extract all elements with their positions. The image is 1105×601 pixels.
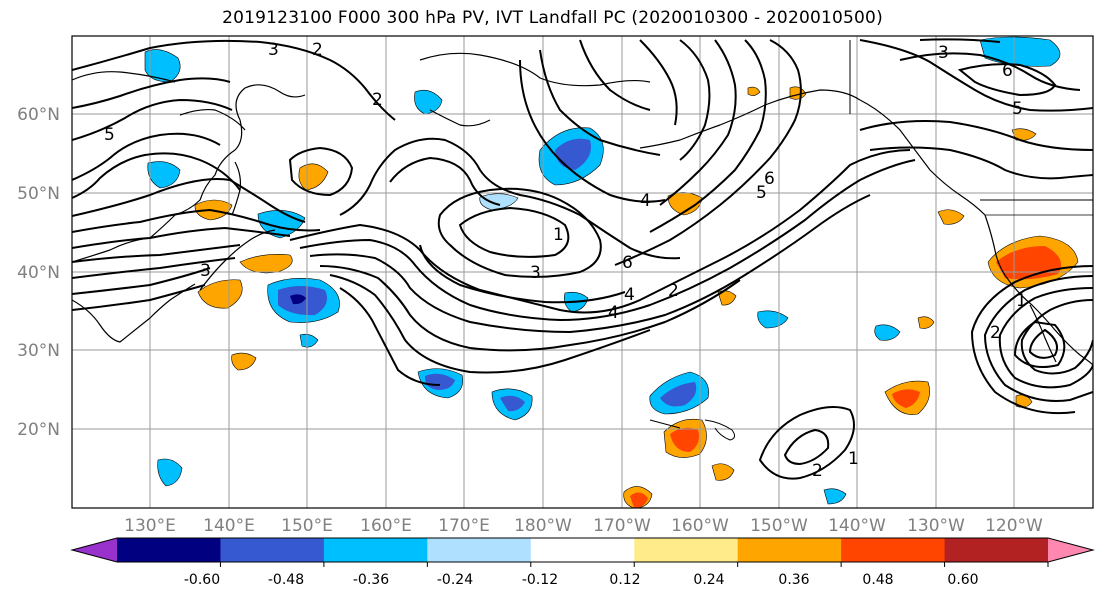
positive-anomaly-region	[197, 279, 243, 309]
negative-anomaly-region	[144, 49, 181, 83]
colorbar-tick-label: -0.48	[268, 572, 304, 588]
colorbar-extend-max	[1048, 538, 1093, 562]
colorbar-extend-min	[72, 538, 117, 562]
positive-anomaly-region	[630, 492, 648, 508]
latitude-axis-labels: 60°N 50°N 40°N 30°N 20°N	[17, 105, 60, 440]
contour-label: 3	[268, 40, 279, 60]
map-title: 2019123100 F000 300 hPa PV, IVT Landfall…	[222, 8, 883, 28]
colorbar-segment	[220, 538, 325, 562]
positive-anomaly-region	[711, 463, 735, 481]
contour-label: 6	[622, 253, 633, 273]
colorbar-segment	[841, 538, 946, 562]
colorbar-tick-label: -0.36	[353, 572, 389, 588]
contour-label: 5	[104, 125, 115, 145]
colorbar: -0.60 -0.48 -0.36 -0.24 -0.12 0.12 0.24 …	[70, 537, 1095, 588]
colorbar-segment	[530, 538, 635, 562]
positive-anomaly-region	[937, 209, 965, 225]
colorbar-tick-label: -0.24	[437, 572, 473, 588]
negative-anomaly-region	[874, 324, 901, 341]
positive-anomaly-region	[892, 389, 920, 408]
colorbar-ticks	[219, 562, 1049, 567]
longitude-label: 140°W	[828, 516, 886, 536]
negative-anomaly-region	[479, 193, 519, 211]
longitude-label: 160°W	[671, 516, 729, 536]
colorbar-tick-label: -0.60	[184, 572, 220, 588]
contour-label: 1	[1016, 291, 1027, 311]
latitude-label: 20°N	[17, 420, 60, 440]
positive-anomaly-region	[789, 86, 807, 100]
latitude-label: 50°N	[17, 184, 60, 204]
colorbar-tick-label: 0.36	[778, 572, 809, 588]
longitude-label: 170°E	[438, 516, 490, 536]
latitude-label: 40°N	[17, 263, 60, 283]
longitude-label: 140°E	[203, 516, 255, 536]
colorbar-tick-label: -0.12	[522, 572, 558, 588]
lat-lon-gridlines	[72, 36, 1093, 508]
colorbar-tick-label: 0.48	[862, 572, 893, 588]
longitude-label: 130°E	[124, 516, 176, 536]
positive-anomaly-region	[670, 427, 699, 452]
negative-anomaly-region	[500, 395, 525, 412]
contour-label: 3	[200, 261, 211, 281]
colorbar-segment	[634, 538, 739, 562]
contour-label: 4	[640, 191, 651, 211]
contour-label: 5	[1012, 99, 1023, 119]
colorbar-tick-label: 0.24	[693, 572, 724, 588]
negative-anomaly-region	[299, 333, 319, 348]
contour-label: 6	[1002, 61, 1013, 81]
contour-label: 2	[312, 40, 323, 60]
colorbar-segment	[323, 538, 428, 562]
negative-anomaly-region	[555, 138, 591, 170]
pv-contours	[72, 38, 1093, 480]
colorbar-tick-label: 0.12	[609, 572, 640, 588]
negative-anomaly-region	[823, 488, 847, 505]
colorbar-segment	[117, 538, 221, 562]
contour-label: 3	[938, 43, 949, 63]
longitude-label: 130°W	[907, 516, 965, 536]
contour-label: 2	[812, 461, 823, 481]
positive-anomaly-region	[231, 352, 257, 371]
negative-anomaly-region	[660, 382, 697, 407]
longitude-label: 160°E	[360, 516, 412, 536]
positive-anomaly-region	[917, 316, 935, 329]
longitude-label: 180°W	[514, 516, 572, 536]
latitude-label: 60°N	[17, 105, 60, 125]
positive-anomaly-region	[298, 163, 329, 191]
contour-label: 2	[990, 323, 1001, 343]
contour-label: 2	[668, 281, 679, 301]
negative-anomaly-region	[290, 294, 306, 305]
negative-anomaly-region	[424, 373, 455, 390]
colorbar-segment	[427, 538, 532, 562]
colorbar-tick-label: 0.60	[947, 572, 978, 588]
colorbar-segment	[944, 538, 1049, 562]
longitude-label: 150°W	[750, 516, 808, 536]
positive-anomaly-region	[747, 86, 761, 96]
contour-label: 1	[848, 449, 859, 469]
longitude-label: 170°W	[593, 516, 651, 536]
contour-label: 5	[756, 183, 767, 203]
colorbar-segment	[737, 538, 842, 562]
contour-label: 4	[624, 285, 635, 305]
longitude-label: 150°E	[281, 516, 333, 536]
contour-label: 4	[608, 303, 619, 323]
longitude-label: 120°W	[985, 516, 1043, 536]
contour-label: 1	[553, 225, 564, 245]
longitude-axis-labels: 130°E 140°E 150°E 160°E 170°E 180°W 170°…	[124, 516, 1043, 536]
contour-labels: 3 2 5 2 3 6 5 1 3 6 4 2 4 3 4 6 5 1 2 1 …	[104, 40, 1027, 481]
colorbar-outline	[70, 537, 1095, 563]
contour-label: 3	[530, 263, 541, 283]
contour-label: 6	[764, 169, 775, 189]
negative-anomaly-region	[157, 458, 183, 487]
colorbar-tick-labels: -0.60 -0.48 -0.36 -0.24 -0.12 0.12 0.24 …	[184, 572, 979, 588]
colorbar-segments	[70, 537, 1095, 563]
contour-label: 2	[372, 90, 383, 110]
negative-anomaly-region	[414, 89, 443, 115]
latitude-label: 30°N	[17, 341, 60, 361]
plot-frame	[71, 35, 1094, 509]
